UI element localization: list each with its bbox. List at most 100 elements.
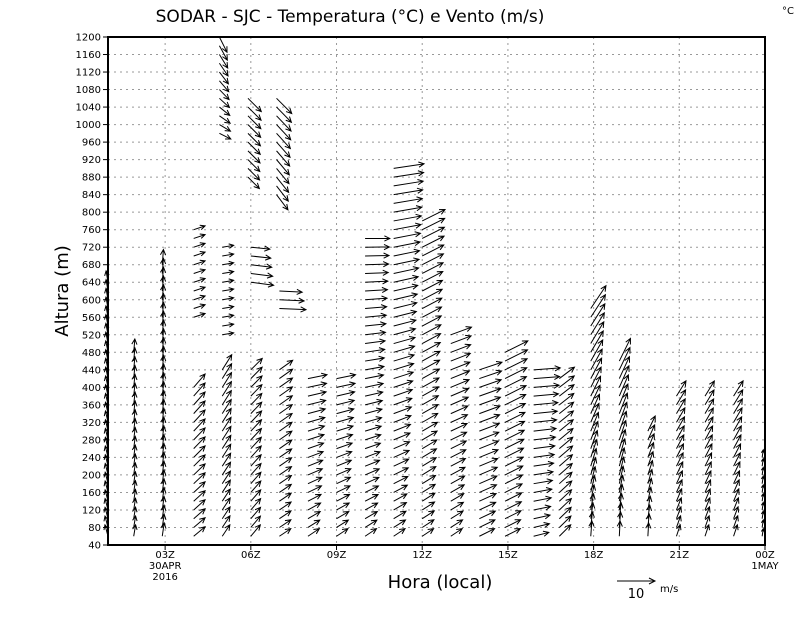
wind-vector [276,97,293,115]
wind-vector [131,435,138,449]
wind-vector [364,433,382,441]
wind-vector [276,194,289,211]
grid-lines [108,37,765,545]
vector-column [193,224,207,318]
x-tick-sub1: 30APR [149,561,182,572]
wind-vector [533,487,553,494]
wind-vector [276,133,292,150]
vector-column [279,288,308,313]
wind-vector [647,459,654,476]
wind-vector [393,196,424,204]
wind-vector [160,468,167,484]
wind-vector [533,382,561,389]
wind-vector [364,476,380,485]
wind-vector [647,423,656,441]
wind-vector [336,476,352,485]
wind-vector [160,389,167,405]
wind-vector [450,334,473,345]
wind-vector [450,440,468,450]
wind-vector [132,497,138,511]
wind-vector [559,401,575,415]
y-tick-label: 880 [82,173,101,184]
wind-vector [218,62,229,77]
wind-vector [250,254,272,261]
wind-vector [279,474,293,485]
wind-vector [589,501,596,519]
wind-vector [250,462,262,476]
wind-vector [250,245,271,252]
wind-vector [479,519,496,528]
wind-vector [647,414,656,432]
wind-vector [336,502,351,511]
wind-vector [421,377,441,388]
y-tick-label: 40 [88,541,101,552]
wind-vector [479,457,499,467]
wind-vector [421,262,445,274]
wind-vector [421,279,444,292]
wind-vector [533,521,551,528]
wind-vector [364,390,384,397]
x-tick-label: 15Z [498,550,518,561]
wind-vector [590,447,598,467]
wind-vector [760,474,765,484]
wind-vector [704,478,712,493]
wind-vector [559,427,574,441]
wind-vector [221,362,233,379]
wind-vector [558,524,572,537]
wind-vector [131,390,138,405]
vector-column [250,357,264,537]
wind-vector [590,293,607,318]
wind-vector [250,418,263,432]
x-tick-sub2: 2016 [152,572,177,583]
wind-vector [250,515,262,528]
wind-vector [450,493,465,502]
wind-vector [364,398,384,406]
wind-vector [675,496,683,511]
wind-vector [193,373,206,388]
wind-vector [160,266,167,283]
wind-vector [250,488,262,502]
wind-vector [676,424,685,441]
wind-vector [364,381,385,388]
wind-vector [558,462,574,476]
wind-vector [279,403,294,415]
wind-vector [221,470,232,484]
wind-vector [479,378,503,388]
wind-vector [421,483,437,493]
wind-vector [393,467,410,476]
wind-vector [219,89,230,101]
wind-vector [504,340,529,353]
wind-vector [676,379,687,397]
wind-vector [533,443,556,450]
wind-vector [131,408,138,423]
x-axis-label: Hora (local) [388,572,493,593]
wind-vector [450,519,464,528]
wind-vector [450,449,467,458]
wind-vector [393,432,412,441]
wind-vector [250,497,262,511]
wind-vector [617,501,624,519]
wind-vector [533,426,558,433]
y-tick-label: 400 [82,383,101,394]
wind-vector [221,425,232,441]
wind-vector [279,368,294,379]
wind-vector [219,71,230,85]
wind-vector [364,528,378,537]
wind-vector [558,471,573,485]
wind-vector [559,436,574,450]
wind-vector [250,410,263,423]
wind-vector [676,406,686,423]
wind-vector [450,396,470,406]
wind-vector [221,514,231,528]
wind-vector [250,480,262,493]
wind-vector [132,506,138,519]
wind-vector [450,484,466,493]
wind-vector [393,257,421,266]
vector-column [558,366,576,537]
wind-vector [421,288,444,301]
wind-vector [193,286,207,292]
wind-vector [279,528,292,537]
wind-vector [222,278,235,284]
wind-vector [279,377,294,388]
wind-vector [365,269,390,276]
